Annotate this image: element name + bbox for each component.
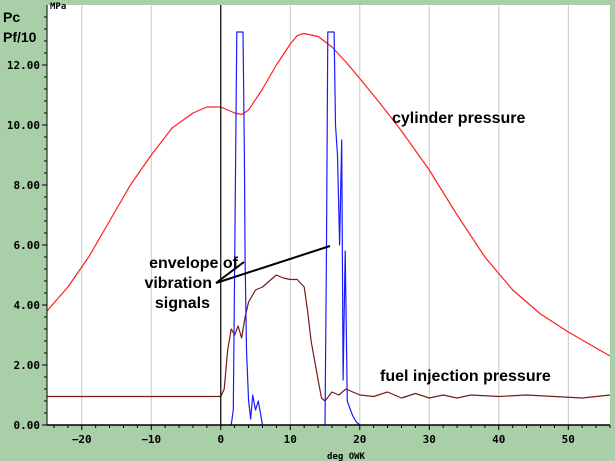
x-tick-label: 20 [353, 433, 366, 446]
x-tick-label: −10 [141, 433, 161, 446]
plot-area [47, 5, 610, 425]
x-tick-label: −20 [72, 433, 92, 446]
series-vibration2-line [324, 31, 361, 426]
y-axis-label-pc: Pc [3, 9, 20, 25]
annotation-envelope-line1: envelope of [149, 255, 239, 272]
annotation-fuel-injection-pressure: fuel injection pressure [380, 368, 551, 385]
axes [46, 5, 610, 426]
annotation-cylinder-pressure: cylinder pressure [392, 110, 526, 127]
annotation-envelope-line2: vibration [144, 275, 212, 292]
y-axis-label-pf: Pf/10 [3, 29, 37, 45]
y-unit-label: MPa [50, 2, 66, 12]
series-vibration1-line [230, 31, 264, 426]
y-tick-label: 8.00 [14, 179, 41, 192]
x-tick-label: 10 [284, 433, 297, 446]
y-tick-label: 2.00 [14, 359, 41, 372]
x-tick-label: 50 [562, 433, 575, 446]
y-tick-label: 4.00 [14, 299, 41, 312]
x-axis-label: deg OWK [327, 452, 366, 461]
series-layer [46, 31, 611, 426]
y-tick-label: 10.00 [7, 119, 40, 132]
annotation-arrow-2 [215, 245, 331, 284]
annotation-arrow-1 [215, 261, 245, 284]
x-tick-label: 0 [217, 433, 224, 446]
series-cylinder-line [46, 32, 611, 357]
y-tick-label: 6.00 [14, 239, 41, 252]
y-tick-label: 0.00 [14, 419, 41, 432]
grid [81, 5, 569, 425]
x-tick-label: 40 [492, 433, 505, 446]
ticks: −20 −10 0 10 20 30 40 50 0.00 2.00 4.00 6.00 8.00 10.… [7, 16, 611, 446]
x-tick-label: 30 [423, 433, 436, 446]
y-tick-label: 12.00 [7, 59, 40, 72]
annotation-envelope-line3: signals [155, 295, 210, 312]
